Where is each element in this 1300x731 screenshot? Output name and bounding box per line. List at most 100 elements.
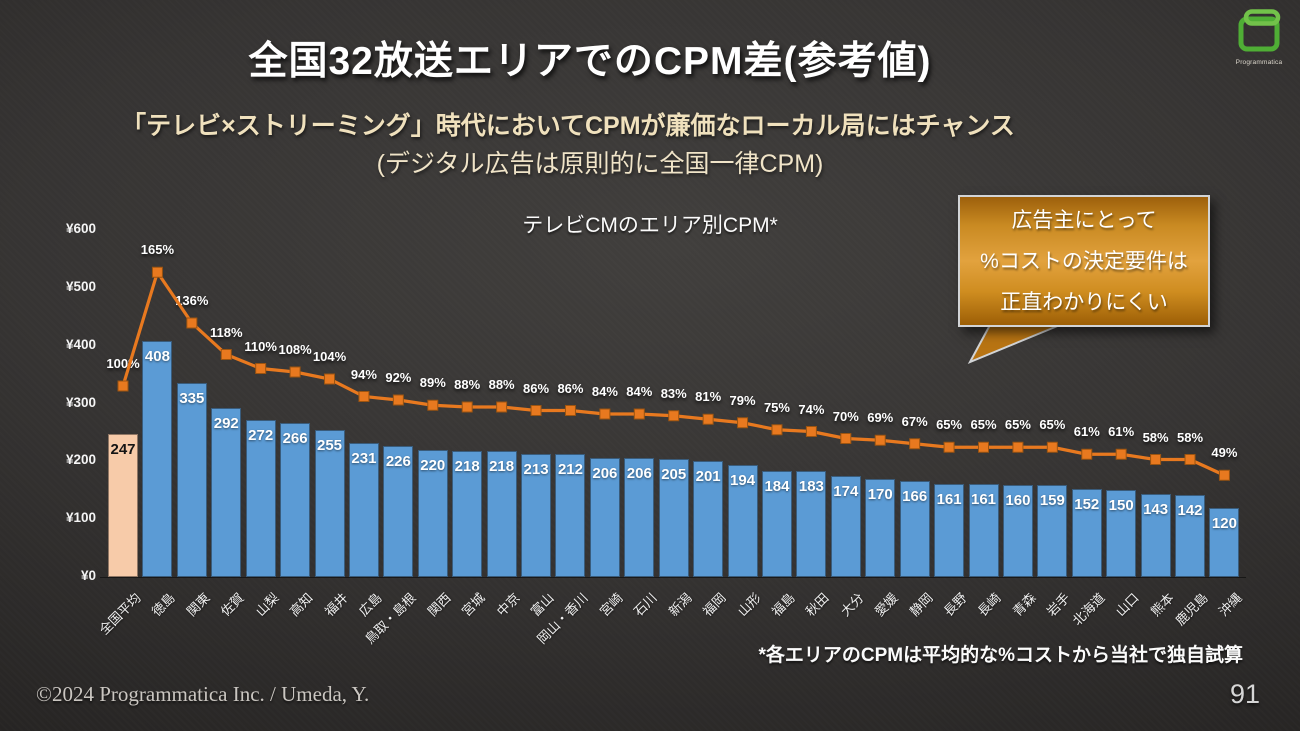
bar: 152 bbox=[1071, 489, 1102, 577]
chart-title: テレビCMのエリア別CPM* bbox=[522, 214, 778, 237]
bar-value-label: 174 bbox=[833, 483, 859, 501]
bar: 213 bbox=[521, 453, 552, 577]
x-axis-label: 佐賀 bbox=[217, 590, 247, 620]
bar: 206 bbox=[589, 457, 620, 577]
percent-label: 100% bbox=[106, 356, 140, 371]
bar-value-label: 205 bbox=[661, 465, 687, 483]
bar: 292 bbox=[211, 408, 242, 577]
bar: 255 bbox=[314, 429, 345, 577]
y-axis-tick: ¥600 bbox=[65, 221, 96, 237]
bar-value-label: 247 bbox=[110, 441, 136, 459]
bar-value-label: 143 bbox=[1143, 501, 1169, 519]
x-axis-label: 全国平均 bbox=[96, 590, 144, 638]
bar-value-label: 266 bbox=[282, 430, 308, 448]
bar-value-label: 220 bbox=[420, 456, 446, 474]
x-axis-label: 秋田 bbox=[803, 590, 833, 620]
line-marker bbox=[324, 373, 336, 385]
bar-value-label: 142 bbox=[1177, 501, 1203, 519]
x-axis-label: 福岡 bbox=[699, 590, 729, 620]
bar-value-label: 160 bbox=[1005, 491, 1031, 509]
x-axis-label: 長崎 bbox=[975, 590, 1005, 620]
y-axis-tick: ¥400 bbox=[65, 336, 96, 352]
line-marker bbox=[668, 410, 680, 422]
bar: 161 bbox=[968, 483, 999, 577]
bar: 272 bbox=[245, 419, 276, 577]
percent-label: 118% bbox=[209, 324, 243, 340]
x-axis-label: 関西 bbox=[424, 590, 454, 620]
bar: 142 bbox=[1175, 494, 1206, 577]
line-marker bbox=[737, 417, 749, 429]
percent-label: 165% bbox=[140, 242, 175, 258]
x-axis-label: 長野 bbox=[940, 590, 970, 620]
bar-value-label: 161 bbox=[970, 490, 997, 508]
bar-value-label: 184 bbox=[764, 477, 790, 495]
callout-line: 正直わかりにくい bbox=[1000, 290, 1168, 314]
x-axis-label: 山梨 bbox=[252, 590, 282, 620]
y-axis-tick: ¥300 bbox=[65, 394, 96, 410]
bar-value-label: 120 bbox=[1211, 514, 1237, 532]
programmatica-logo-icon bbox=[1238, 9, 1281, 52]
bar-value-label: 255 bbox=[317, 436, 343, 454]
bar: 194 bbox=[727, 464, 758, 577]
line-marker bbox=[1012, 441, 1024, 453]
bar-value-label: 170 bbox=[867, 485, 893, 503]
bar-value-label: 206 bbox=[592, 464, 618, 482]
line-marker bbox=[909, 438, 921, 450]
bar: 143 bbox=[1140, 494, 1171, 577]
bar: 183 bbox=[796, 471, 827, 577]
bar: 170 bbox=[865, 478, 896, 577]
bar-value-label: 231 bbox=[351, 450, 377, 468]
slide-subtitle: 「テレビ×ストリーミング」時代においてCPMが廉価なローカル局にはチャンス bbox=[121, 112, 1015, 140]
line-marker bbox=[289, 366, 301, 378]
line-marker bbox=[461, 401, 473, 413]
bar: 184 bbox=[761, 470, 792, 577]
x-axis-label: 山口 bbox=[1112, 590, 1142, 620]
bar: 150 bbox=[1106, 490, 1137, 577]
bar: 218 bbox=[452, 450, 483, 577]
bar-value-label: 226 bbox=[385, 453, 411, 471]
x-axis-label: 中京 bbox=[493, 590, 523, 620]
line-marker bbox=[1184, 454, 1196, 465]
line-marker bbox=[255, 363, 267, 374]
logo: Programmatica bbox=[1230, 8, 1288, 66]
bar-value-label: 194 bbox=[730, 471, 756, 489]
line-marker bbox=[186, 317, 198, 329]
x-axis-label: 徳島 bbox=[149, 590, 179, 620]
callout-line: %コストの決定要件は bbox=[980, 249, 1188, 273]
line-marker bbox=[427, 399, 439, 411]
x-axis-label: 大分 bbox=[837, 590, 867, 620]
bar-value-label: 201 bbox=[695, 467, 721, 485]
line-marker bbox=[220, 349, 232, 360]
line-marker bbox=[840, 433, 852, 444]
bar: 220 bbox=[417, 449, 448, 577]
bar-value-label: 206 bbox=[626, 464, 652, 482]
bar-value-label: 166 bbox=[902, 488, 928, 506]
line-marker bbox=[633, 408, 645, 420]
percent-label: 136% bbox=[175, 293, 209, 308]
bar: 218 bbox=[486, 450, 517, 577]
percent-label: 49% bbox=[1211, 445, 1238, 461]
line-marker bbox=[564, 405, 576, 416]
line-marker bbox=[1081, 448, 1093, 460]
line-marker bbox=[1218, 469, 1230, 481]
line-marker bbox=[978, 441, 989, 453]
slide-title: 全国32放送エリアでのCPM差(参考値) bbox=[248, 40, 932, 83]
x-axis-label: 愛媛 bbox=[871, 590, 901, 620]
bar: 161 bbox=[934, 483, 965, 577]
x-axis-label: 鹿児島 bbox=[1172, 590, 1211, 629]
line-marker bbox=[599, 408, 611, 420]
callout-tail bbox=[967, 324, 1061, 364]
x-axis-label: 静岡 bbox=[906, 590, 936, 620]
y-axis-tick: ¥0 bbox=[80, 568, 96, 583]
bar: 408 bbox=[142, 341, 173, 577]
bar-value-label: 335 bbox=[179, 390, 205, 408]
bar: 205 bbox=[658, 458, 689, 577]
x-axis-label: 沖縄 bbox=[1216, 590, 1246, 620]
x-axis-label: 福島 bbox=[768, 590, 798, 620]
x-axis-label: 宮崎 bbox=[596, 590, 626, 620]
line-marker bbox=[805, 426, 817, 437]
bar-value-label: 218 bbox=[454, 457, 480, 475]
bar-value-label: 213 bbox=[523, 460, 549, 478]
